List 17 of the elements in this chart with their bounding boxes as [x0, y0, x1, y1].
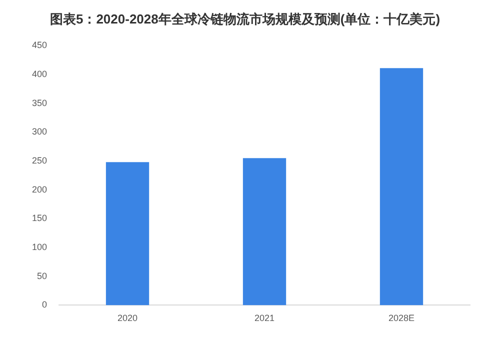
x-tick-label: 2028E: [388, 313, 415, 324]
y-tick-label: 450: [32, 40, 48, 50]
x-tick-label: 2020: [118, 313, 138, 324]
y-tick-label: 50: [37, 270, 48, 281]
x-tick-label: 2021: [254, 313, 275, 324]
y-tick-label: 150: [32, 213, 48, 224]
y-tick-label: 250: [32, 155, 48, 166]
y-tick-label: 350: [32, 98, 48, 108]
y-tick-label: 200: [32, 184, 48, 194]
y-tick-label: 300: [32, 126, 48, 137]
bar: [242, 158, 286, 306]
y-tick-label: 400: [32, 68, 48, 79]
chart-title: 图表5：2020-2028年全球冷链物流市场规模及预测(单位：十亿美元): [50, 11, 440, 26]
bar: [106, 162, 150, 306]
y-tick-label: 100: [32, 242, 48, 252]
y-tick-label: 0: [42, 300, 48, 310]
bar: [380, 68, 424, 306]
